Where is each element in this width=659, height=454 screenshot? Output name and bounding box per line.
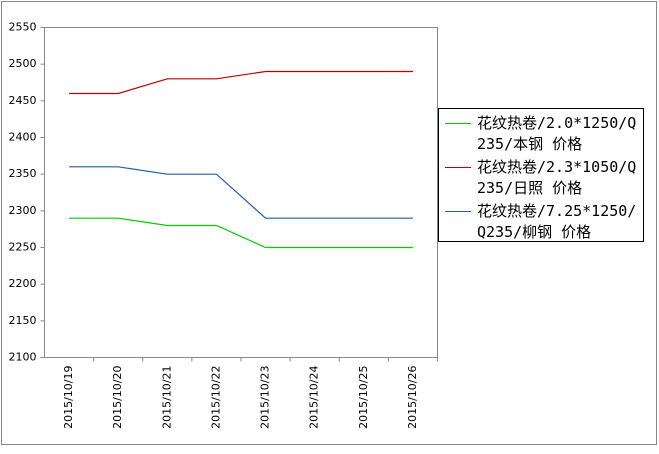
legend: 花纹热卷/2.0*1250/Q235/本钢 价格 花纹热卷/2.3*1050/Q2… [438,108,644,242]
y-tick-label: 2300 [9,204,37,217]
y-tick-label: 2400 [9,131,37,144]
legend-swatch [445,167,471,168]
legend-label: 花纹热卷/2.0*1250/Q235/本钢 价格 [477,114,637,153]
x-tick-label: 2015/10/20 [111,366,124,429]
y-tick-label: 2450 [9,94,37,107]
x-tick-label: 2015/10/25 [357,366,370,429]
y-tick-label: 2150 [9,314,37,327]
legend-swatch [445,211,471,212]
legend-swatch [445,123,471,124]
y-tick-label: 2100 [9,351,37,364]
legend-entry: 花纹热卷/2.3*1050/Q235/日照 价格 [443,157,639,199]
x-tick-label: 2015/10/23 [259,366,272,429]
x-tick-label: 2015/10/24 [308,366,321,429]
series-line [69,217,413,249]
series-line [69,166,413,219]
y-tick-label: 2550 [9,21,37,34]
x-tick-label: 2015/10/21 [160,366,173,429]
legend-label: 花纹热卷/7.25*1250/Q235/柳钢 价格 [477,202,637,241]
series-line [69,70,413,95]
y-tick-label: 2250 [9,241,37,254]
y-tick-label: 2200 [9,277,37,290]
plot-area [44,27,438,358]
legend-entry: 花纹热卷/2.0*1250/Q235/本钢 价格 [443,113,639,155]
x-tick-label: 2015/10/26 [406,366,419,429]
legend-entry: 花纹热卷/7.25*1250/Q235/柳钢 价格 [443,201,639,243]
x-tick-label: 2015/10/19 [62,366,75,429]
legend-label: 花纹热卷/2.3*1050/Q235/日照 价格 [477,158,637,197]
y-tick-label: 2500 [9,57,37,70]
y-tick-label: 2350 [9,167,37,180]
x-tick-label: 2015/10/22 [209,366,222,429]
